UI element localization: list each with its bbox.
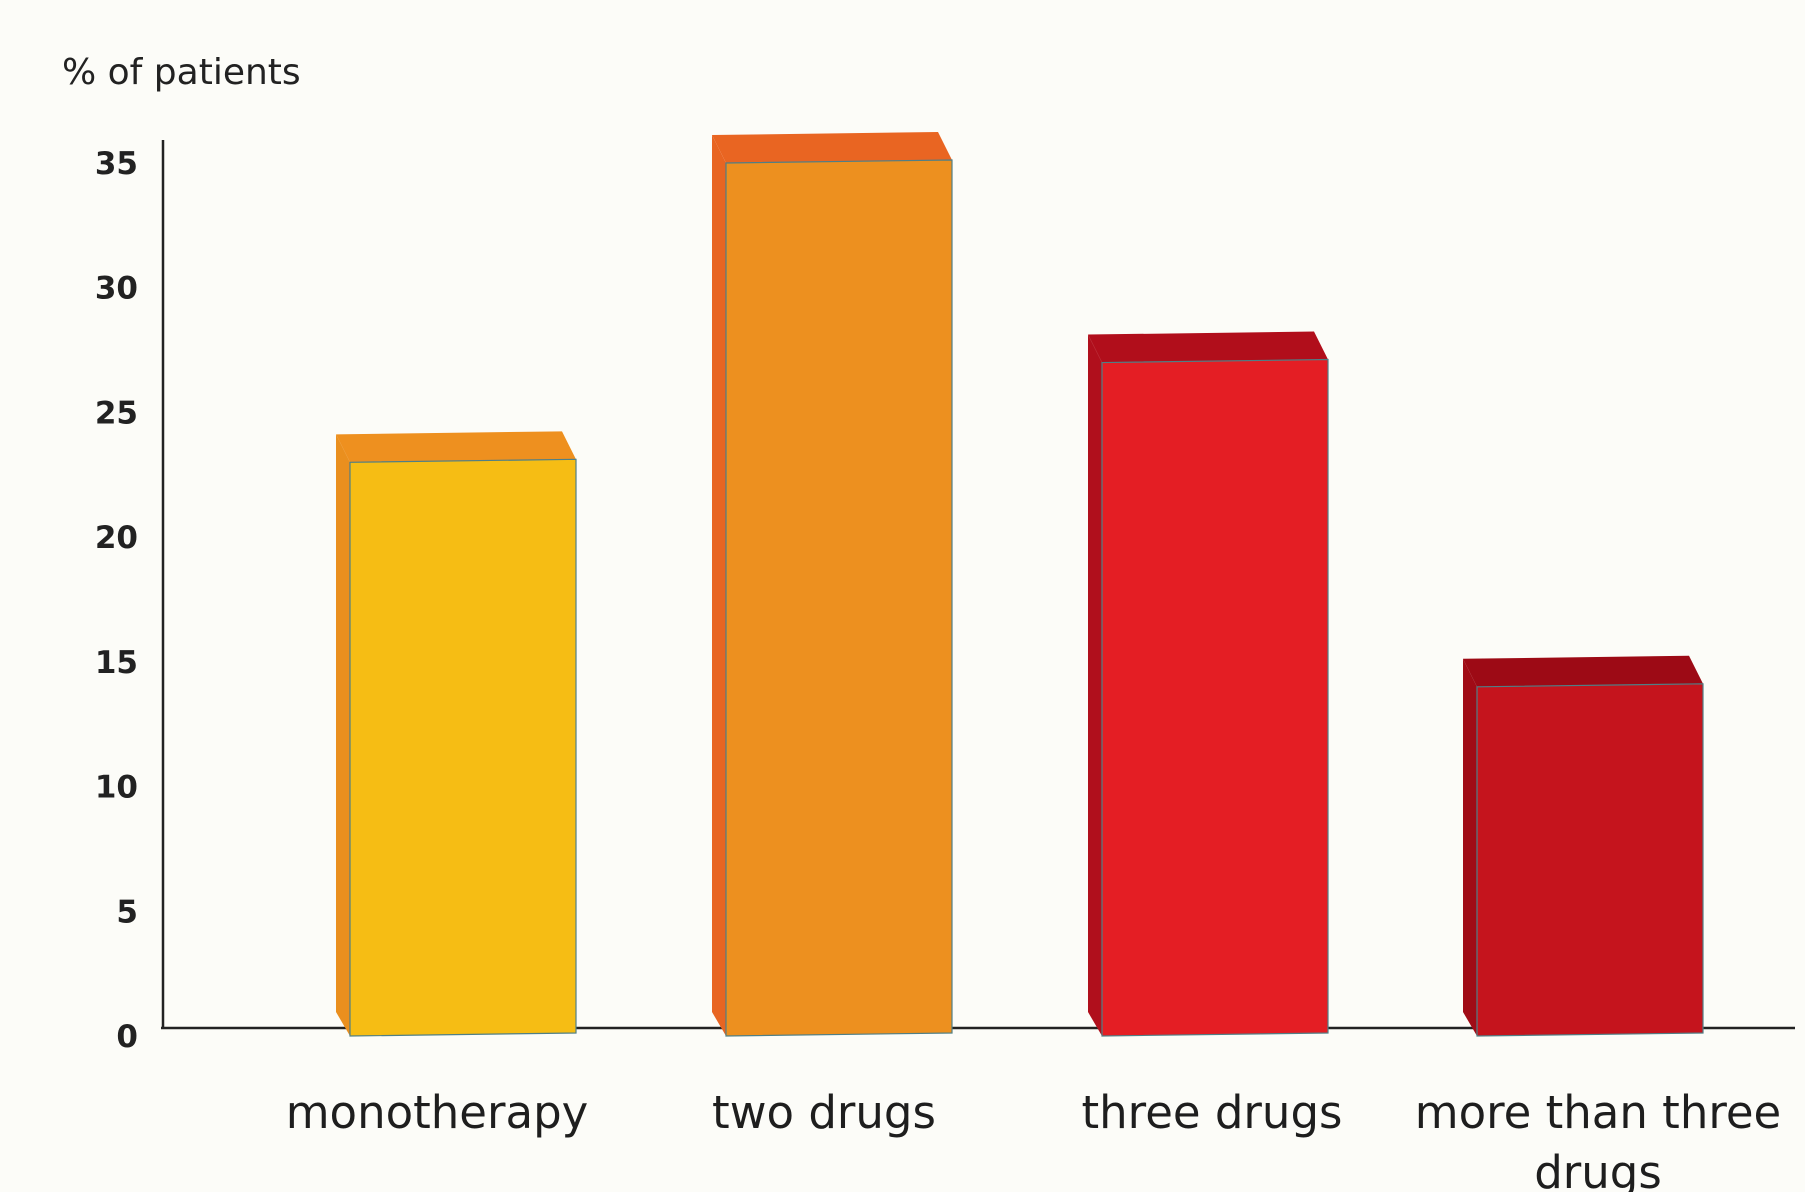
bar-front-face bbox=[1476, 683, 1704, 1037]
bar-side-face bbox=[336, 434, 350, 1036]
y-tick-label: 30 bbox=[95, 271, 138, 307]
bar bbox=[1463, 655, 1704, 1037]
y-tick-label: 35 bbox=[95, 146, 138, 182]
y-tick-label: 25 bbox=[95, 395, 138, 431]
bar-side-face bbox=[1463, 658, 1477, 1036]
y-tick-label: 20 bbox=[95, 520, 138, 556]
bar-front-face bbox=[349, 458, 577, 1037]
bars bbox=[336, 132, 1704, 1037]
category-label: two drugs bbox=[712, 1086, 936, 1139]
category-labels: monotherapy two drugs three drugs more than… bbox=[286, 1086, 1782, 1192]
bar-side-face bbox=[1088, 334, 1102, 1036]
bar bbox=[336, 431, 577, 1037]
bar bbox=[712, 132, 953, 1037]
category-label: three drugs bbox=[1082, 1086, 1343, 1139]
bar-side-face bbox=[712, 135, 726, 1036]
bar bbox=[1088, 331, 1329, 1037]
bar-front-face bbox=[725, 159, 953, 1037]
category-label: more than three drugs bbox=[1415, 1086, 1781, 1192]
bar-top-face bbox=[1088, 331, 1328, 363]
y-tick-label: 5 bbox=[116, 894, 138, 930]
y-axis-title: % of patients bbox=[62, 52, 301, 93]
bar-top-face bbox=[336, 431, 576, 463]
bar-front-face bbox=[1101, 358, 1329, 1037]
y-tick-label: 0 bbox=[116, 1019, 138, 1055]
bar-top-face bbox=[712, 132, 952, 163]
y-tick-label: 15 bbox=[95, 645, 138, 681]
category-label: monotherapy bbox=[286, 1086, 589, 1139]
y-axis-ticks: 0 5 10 15 20 25 30 35 bbox=[95, 146, 138, 1055]
y-tick-label: 10 bbox=[95, 770, 138, 806]
bar-top-face bbox=[1463, 655, 1703, 687]
